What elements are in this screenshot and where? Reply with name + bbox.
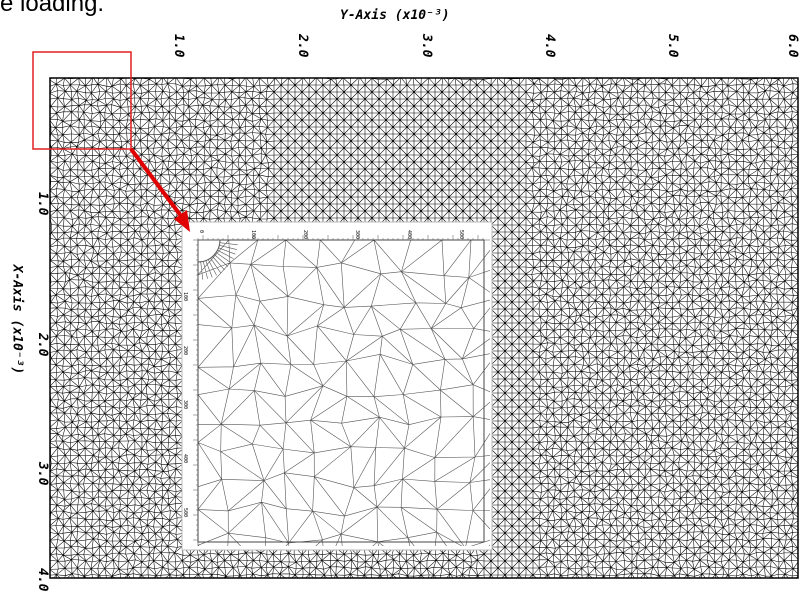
inset-left-tick-label: 400 (182, 454, 188, 463)
inset-background (181, 221, 493, 551)
inset-zoom: 0 100 200 300 400 500 100 200 300 400 500 (181, 221, 493, 551)
inset-top-tick-label: 200 (302, 230, 308, 239)
callout-arrow-head (174, 210, 190, 232)
inset-top-tick-label: 400 (406, 230, 412, 239)
inset-top-tick-label: 500 (458, 230, 464, 239)
inset-top-tick-label: 0 (198, 230, 204, 233)
inset-left-tick-label: 300 (182, 400, 188, 409)
inset-top-tick-label: 100 (250, 230, 256, 239)
caption-text: e loading. (0, 0, 105, 17)
inset-ticks: 0 100 200 300 400 500 100 200 300 400 500 (182, 230, 484, 541)
inset-top-tick-label: 300 (354, 230, 360, 239)
inset-left-tick-label: 200 (182, 346, 188, 355)
inset-tick-marks (193, 235, 484, 541)
plot-frame (49, 77, 799, 579)
y-axis-title: Y-Axis (x10⁻³) (340, 8, 450, 23)
inset-frame (197, 239, 485, 543)
zoom-region-box (32, 51, 132, 150)
inset-left-tick-label: 100 (182, 292, 188, 301)
inset-corner-hole (197, 239, 221, 263)
inset-left-tick-label: 500 (182, 508, 188, 517)
callout-arrow-shaft (129, 147, 186, 222)
